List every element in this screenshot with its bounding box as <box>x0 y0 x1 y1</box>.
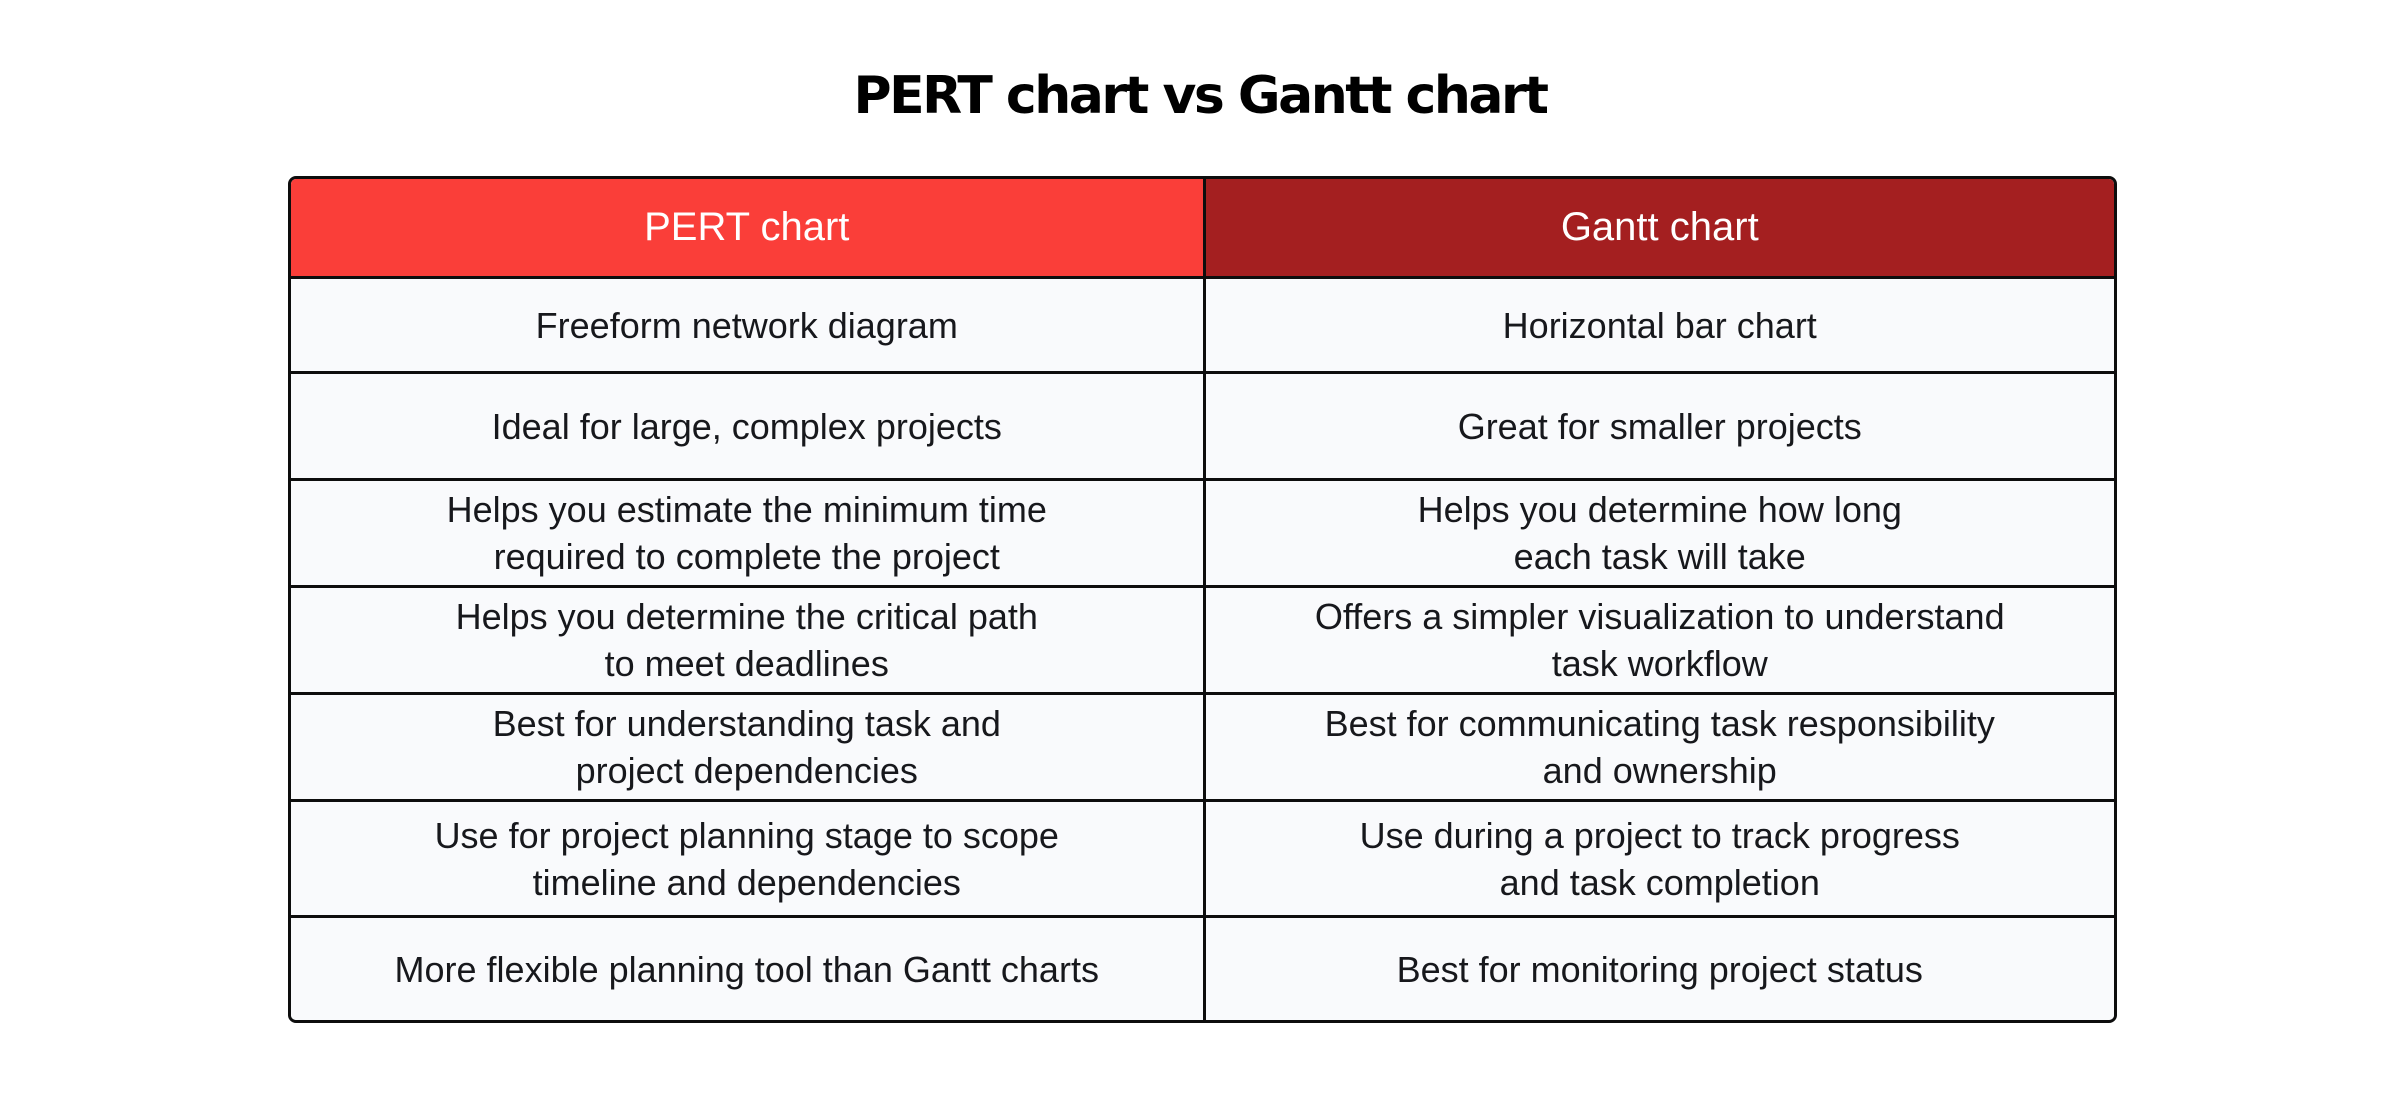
table-row: More flexible planning tool than Gantt c… <box>291 915 2114 1020</box>
pert-cell: Freeform network diagram <box>291 279 1203 371</box>
page-title: PERT chart vs Gantt chart <box>853 66 1549 126</box>
table-row: Freeform network diagram Horizontal bar … <box>291 276 2114 371</box>
gantt-cell: Best for monitoring project status <box>1202 918 2114 1020</box>
pert-chart-column-header: PERT chart <box>291 179 1203 276</box>
pert-cell: Best for understanding task and project … <box>291 695 1203 799</box>
gantt-cell: Horizontal bar chart <box>1202 279 2114 371</box>
gantt-cell: Best for communicating task responsibili… <box>1202 695 2114 799</box>
pert-cell: Use for project planning stage to scope … <box>291 802 1203 915</box>
gantt-cell: Use during a project to track progress a… <box>1202 802 2114 915</box>
gantt-cell: Offers a simpler visualization to unders… <box>1202 588 2114 692</box>
gantt-cell: Great for smaller projects <box>1202 374 2114 478</box>
comparison-table: PERT chart Gantt chart Freeform network … <box>288 176 2117 1023</box>
table-row: Helps you estimate the minimum time requ… <box>291 478 2114 585</box>
gantt-cell: Helps you determine how long each task w… <box>1202 481 2114 585</box>
table-row: Ideal for large, complex projects Great … <box>291 371 2114 478</box>
pert-cell: Helps you determine the critical path to… <box>291 588 1203 692</box>
pert-cell: More flexible planning tool than Gantt c… <box>291 918 1203 1020</box>
pert-cell: Helps you estimate the minimum time requ… <box>291 481 1203 585</box>
table-row: Helps you determine the critical path to… <box>291 585 2114 692</box>
pert-cell: Ideal for large, complex projects <box>291 374 1203 478</box>
table-row: Use for project planning stage to scope … <box>291 799 2114 915</box>
table-header-row: PERT chart Gantt chart <box>291 179 2114 276</box>
gantt-chart-column-header: Gantt chart <box>1202 179 2114 276</box>
table-row: Best for understanding task and project … <box>291 692 2114 799</box>
